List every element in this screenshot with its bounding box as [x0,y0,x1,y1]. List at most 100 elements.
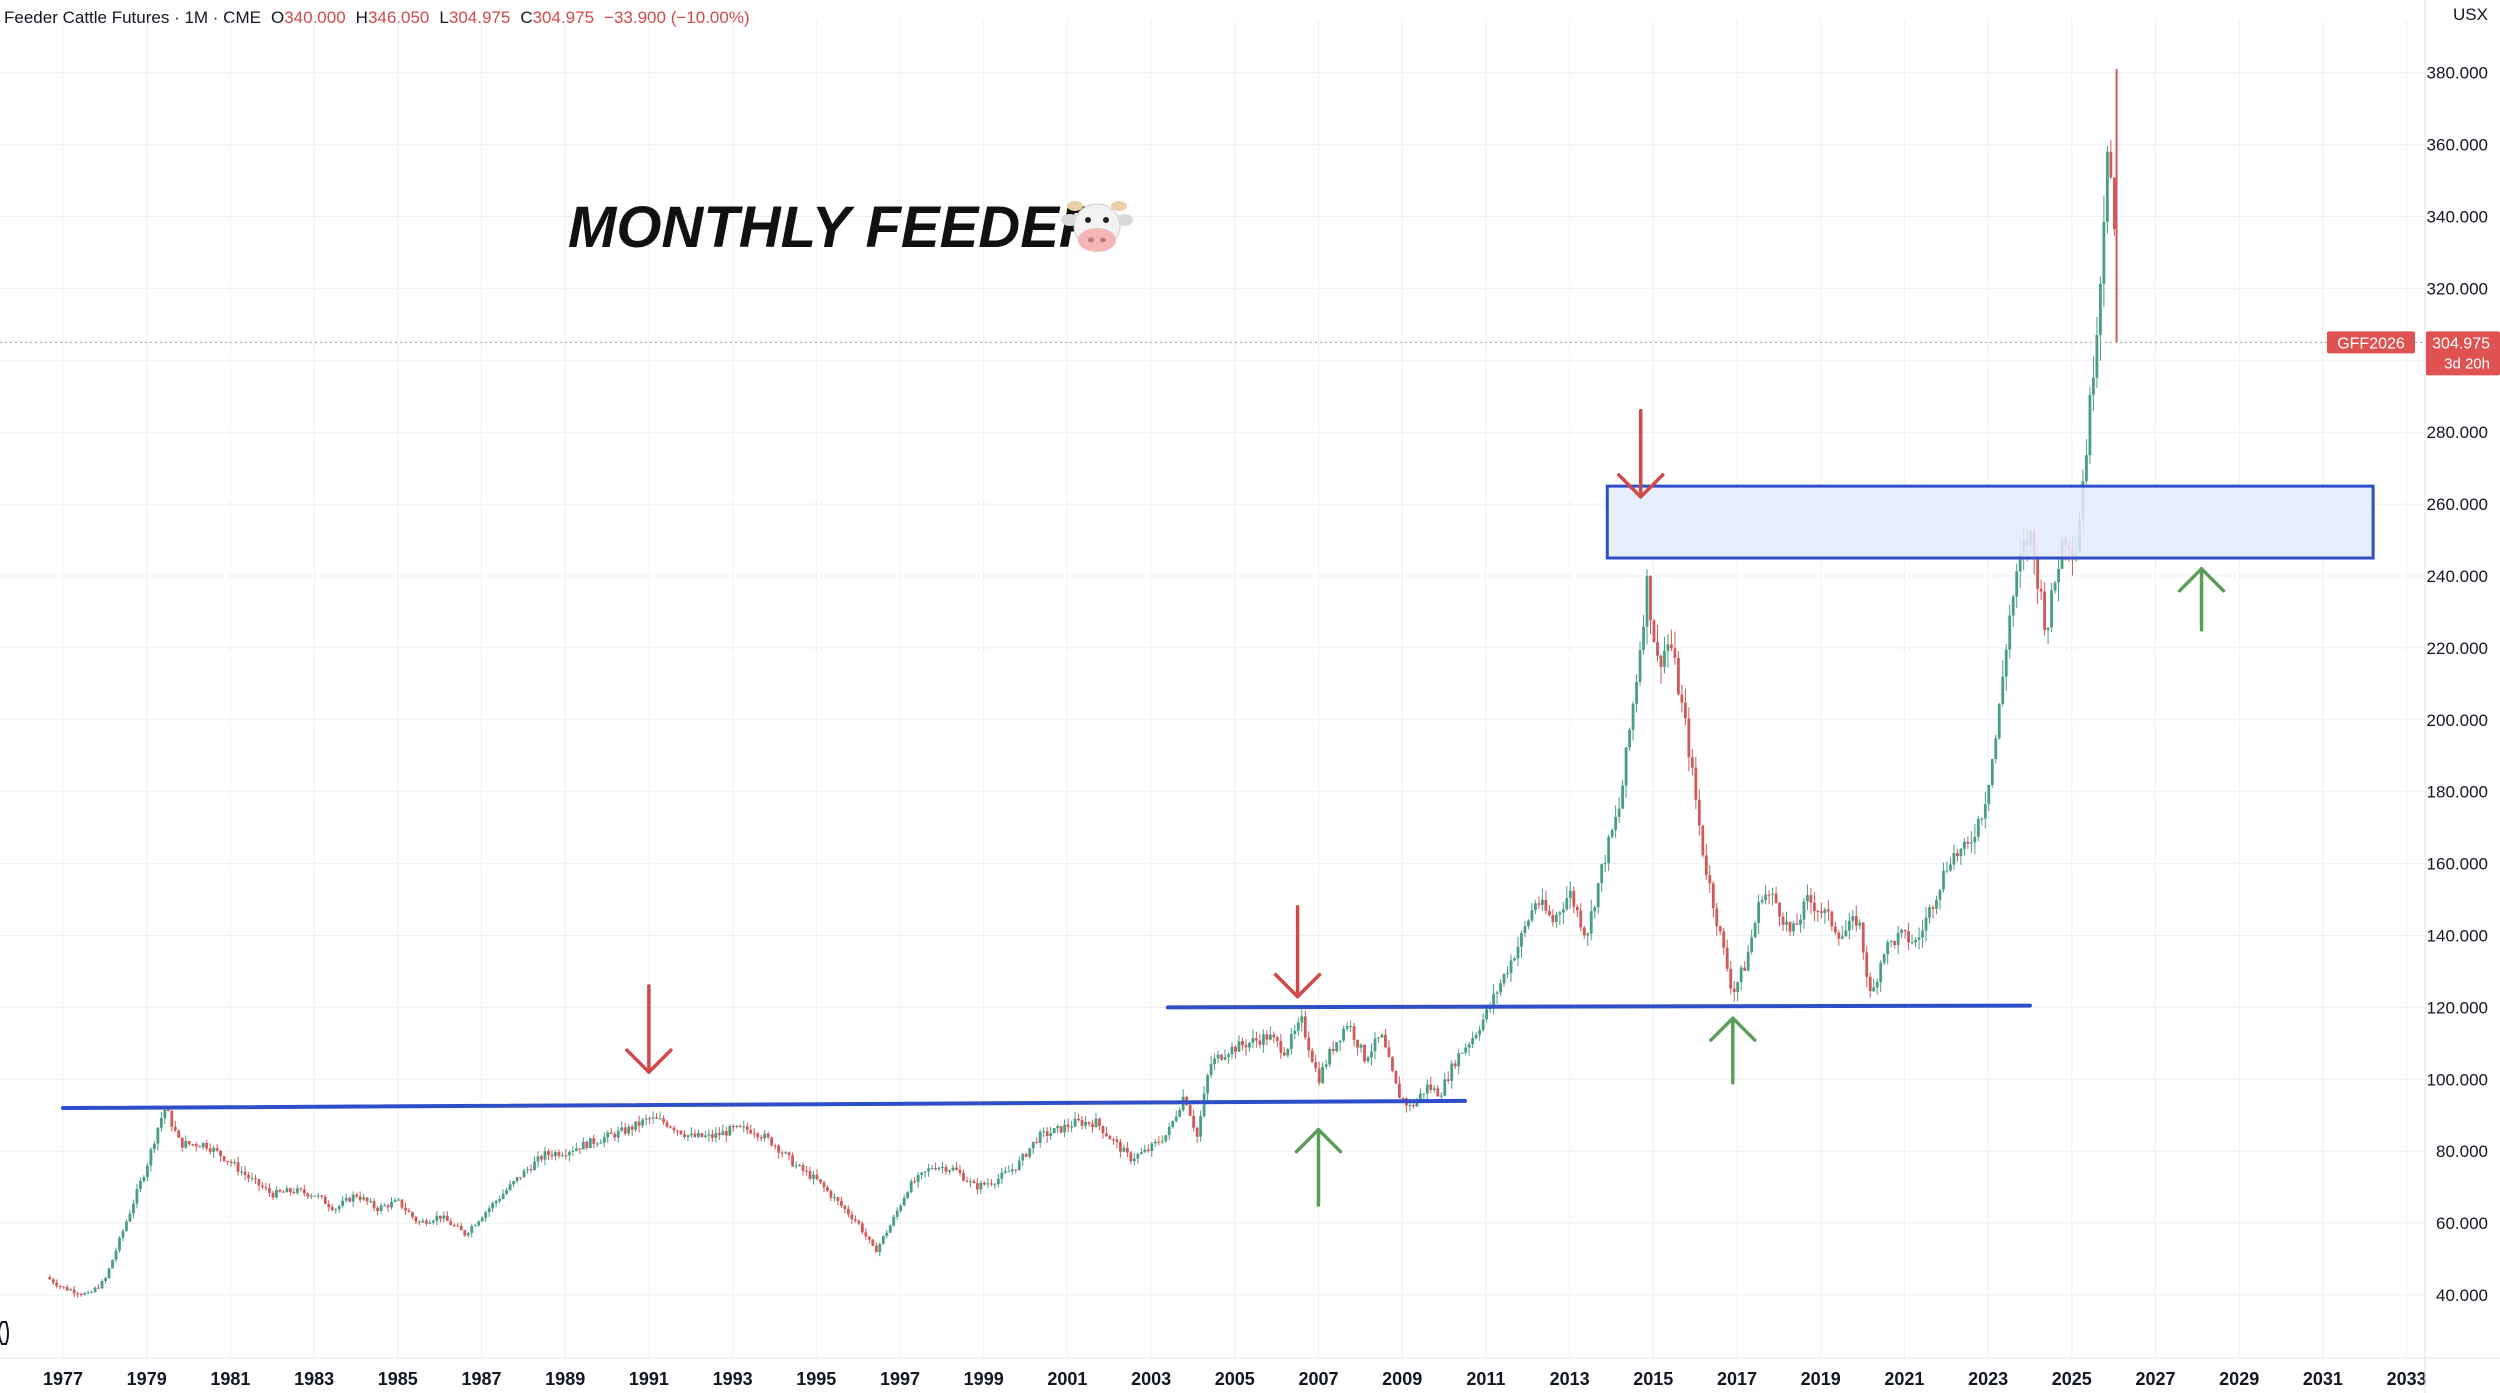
candle-body [627,1126,631,1134]
candle-body [533,1161,536,1171]
candle-body [198,1146,202,1148]
candle-body [383,1205,386,1207]
candle-body [1080,1120,1084,1126]
arrow-head [1273,972,1322,999]
symbol-label: Feeder Cattle Futures · 1M · CME [4,8,261,27]
candle-body [1356,1039,1359,1048]
x-tick-label: 2007 [1298,1369,1338,1389]
candle-body [1666,644,1670,651]
candle-body [282,1191,285,1193]
candle-body [1785,921,1788,925]
candle-body [574,1148,578,1151]
candle-body [1907,931,1910,943]
candle-body [976,1183,979,1190]
candle-body [302,1189,306,1194]
candle-body [1931,907,1935,909]
candle-body [955,1167,958,1170]
candle-body [1987,785,1991,805]
candle-body [1178,1110,1182,1117]
candle-body [404,1207,407,1211]
candle-body [2036,556,2040,589]
candle-body [1216,1054,1220,1059]
candle-body [522,1170,526,1178]
cow-snout [1078,228,1116,252]
candle-body [738,1125,742,1127]
candle-body [487,1208,491,1213]
candle-body [1282,1052,1286,1056]
candle-body [1446,1079,1450,1081]
candle-body [1921,930,1924,938]
candle-body [2088,394,2092,456]
currency-label[interactable]: USX [2453,5,2488,24]
candle-body [829,1190,833,1198]
x-tick-label: 1989 [545,1369,585,1389]
candle-body [812,1174,815,1179]
candle-body [445,1215,449,1221]
horizontal-level-line [61,1098,1467,1111]
candle-body [1757,902,1761,924]
drawings[interactable] [61,408,2375,1207]
candle-body [728,1126,732,1136]
candle-body [1192,1115,1196,1128]
y-tick-label: 140.000 [2427,927,2488,946]
candle-body [773,1145,777,1147]
candle-body [1188,1104,1192,1116]
candle-body [1171,1120,1175,1127]
candle-body [1509,960,1513,974]
candle-body [1279,1041,1283,1053]
candle-body [2105,151,2109,222]
overlays: GFF2026 304.975 3d 20h MONTHLY FEEDER [0,195,2500,1345]
arrow-head [2177,567,2226,593]
candle-body [166,1109,170,1112]
candle-body [1146,1149,1150,1152]
candle-body [1380,1034,1384,1038]
candle-body [1331,1048,1335,1052]
candle-body [494,1201,498,1204]
candle-body [2015,571,2019,597]
candle-body [1303,1016,1307,1038]
candle-body [1328,1048,1332,1065]
candle-body [913,1181,917,1183]
y-tick-label: 120.000 [2427,998,2488,1017]
candle-body [1506,973,1509,975]
candle-body [97,1287,100,1289]
candle-body [526,1169,529,1171]
candle-body [1844,930,1848,937]
candle-body [1792,923,1795,932]
candle-body [1150,1143,1154,1152]
candle-body [623,1127,627,1134]
candle-body [1795,923,1799,925]
candle-body [1732,988,1736,992]
candle-body [1000,1172,1004,1179]
candle-body [1875,981,1879,988]
candle-body [902,1197,906,1206]
candle-body [55,1282,59,1286]
candle-body [215,1147,219,1151]
candle-body [362,1197,366,1200]
candle-body [1464,1047,1468,1053]
candle-body [261,1185,264,1188]
candle-body [428,1222,432,1224]
candle-body [2095,335,2099,378]
candle-body [90,1291,93,1293]
candle-body [752,1133,756,1135]
x-tick-label: 2021 [1884,1369,1924,1389]
candle-body [1241,1041,1244,1046]
candle-body [613,1133,617,1138]
candle-body [599,1142,603,1144]
candle-body [515,1177,519,1182]
candle-body [519,1177,522,1179]
candle-body [693,1133,697,1137]
candle-body [344,1197,348,1201]
candle-body [679,1130,683,1135]
arrow-head [625,1048,673,1074]
candle-body [330,1207,334,1211]
candle-body [592,1138,596,1144]
candle-body [2109,151,2113,178]
candle-body [595,1143,599,1145]
candle-body [1335,1042,1339,1052]
candle-body [152,1143,156,1150]
candle-body [180,1137,184,1148]
